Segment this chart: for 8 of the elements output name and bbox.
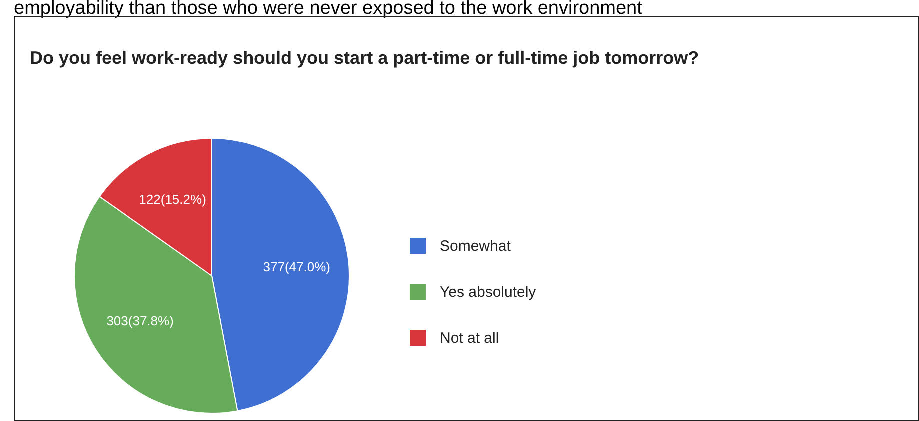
data-label: 303(37.8%) — [106, 314, 174, 329]
data-label: 377(47.0%) — [263, 260, 330, 275]
legend-label: Not at all — [440, 330, 500, 346]
text: employability than those who were never exposed to the work environment — [14, 0, 642, 20]
data-label: 122(15.2%) — [139, 192, 206, 207]
legend-label: Yes absolutely — [440, 284, 536, 300]
legend-label: Somewhat — [440, 238, 511, 254]
chart-title: Do you feel work-ready should you start a part-time or full-time job tomorrow? — [30, 48, 700, 69]
